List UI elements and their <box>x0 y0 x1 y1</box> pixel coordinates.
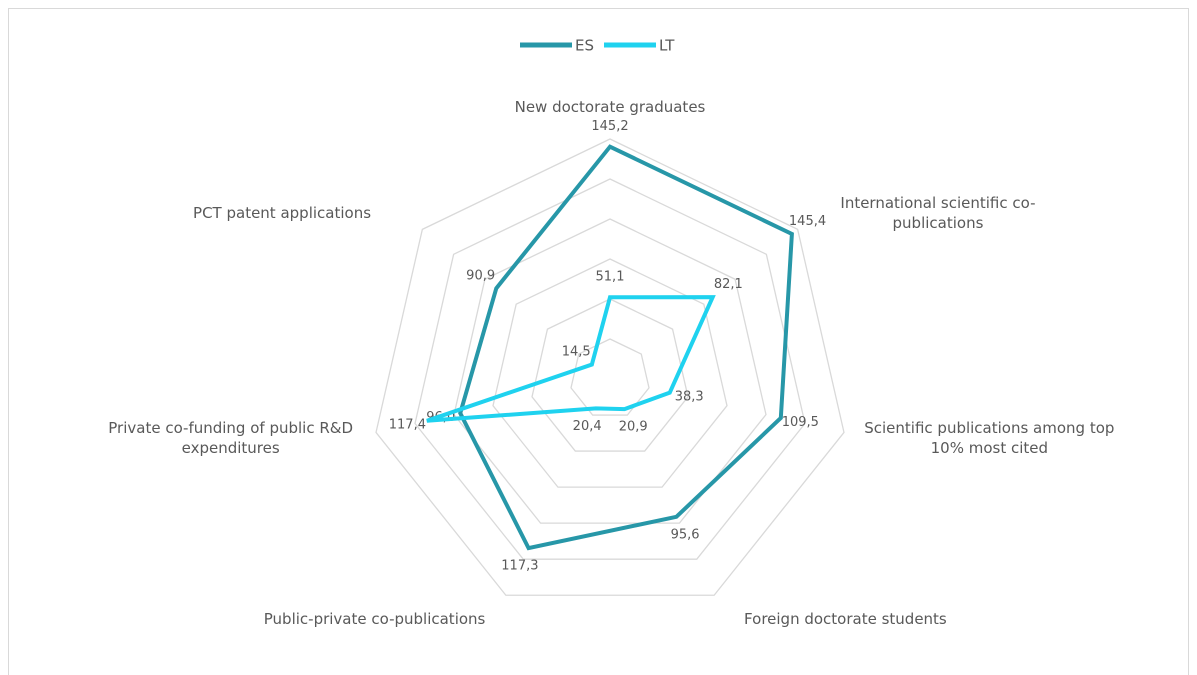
category-label: Private co-funding of public R&D expendi… <box>108 419 354 458</box>
category-label: PCT patent applications <box>193 204 372 223</box>
series-line <box>426 295 716 423</box>
data-label: 20,4 <box>573 419 602 434</box>
grid-ring <box>570 338 650 416</box>
grid-ring <box>453 218 767 524</box>
series-line <box>458 144 794 551</box>
data-label: 109,5 <box>782 415 819 430</box>
data-label: 90,9 <box>466 268 495 283</box>
data-label: 117,4 <box>389 418 426 433</box>
category-label: Scientific publications among top 10% mo… <box>864 419 1115 458</box>
data-label: 20,9 <box>619 420 648 435</box>
grid-ring <box>414 178 806 560</box>
category-label: New doctorate graduates <box>514 98 706 116</box>
category-label: Public-private co-publications <box>263 609 486 628</box>
category-label: Foreign doctorate students <box>744 609 947 628</box>
data-label: 14,5 <box>562 345 591 360</box>
legend-label: LT <box>659 37 675 55</box>
frame <box>8 8 1189 675</box>
data-label: 38,3 <box>675 390 704 405</box>
data-label: 82,1 <box>714 277 743 292</box>
data-label: 117,3 <box>501 559 538 574</box>
grid-ring <box>531 298 689 452</box>
legend-label: ES <box>575 37 594 55</box>
grid-ring <box>492 258 728 488</box>
data-label: 145,4 <box>789 214 826 229</box>
category-label: International scientific co-publications <box>840 194 1036 233</box>
data-label: 51,1 <box>596 270 625 285</box>
grid-ring <box>375 138 845 596</box>
data-label: 95,6 <box>671 527 700 542</box>
data-label: 145,2 <box>591 119 628 134</box>
